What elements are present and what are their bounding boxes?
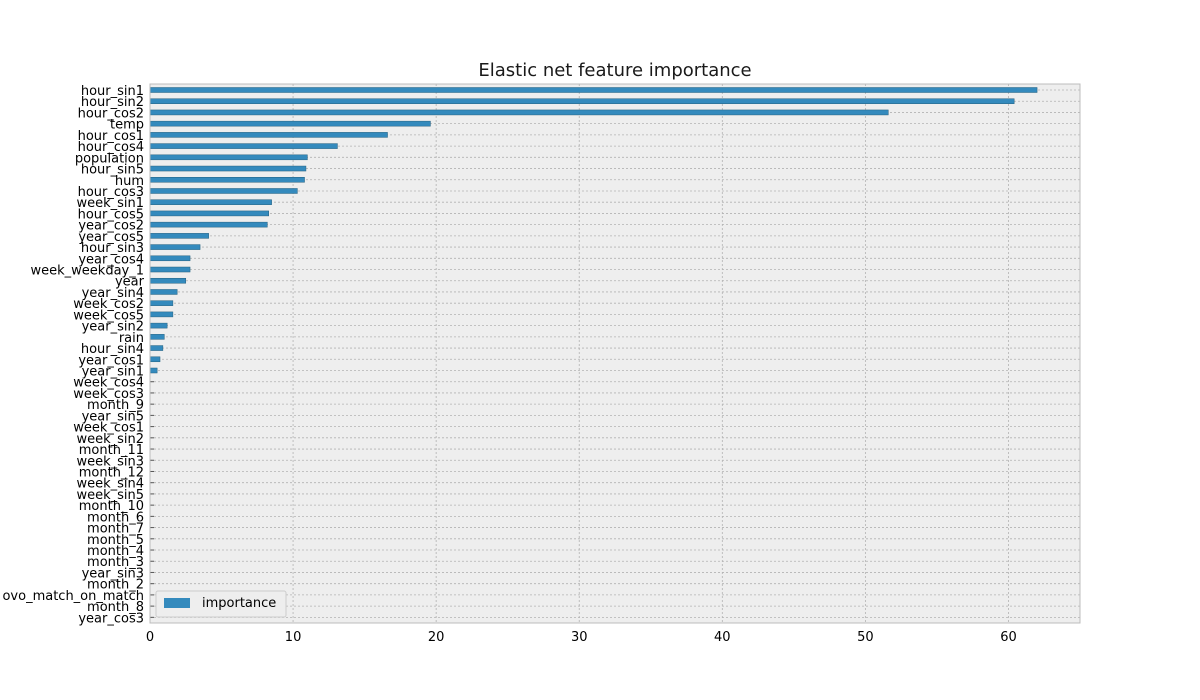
y-tick-label: hour_sin2 — [81, 95, 144, 110]
y-tick-label: year_sin3 — [82, 566, 144, 581]
y-tick-label: week_sin1 — [76, 196, 144, 211]
y-tick-label: week_sin3 — [76, 454, 144, 469]
y-tick-label: population — [75, 151, 144, 166]
y-tick-label: ovo_match_on_match — [2, 589, 144, 604]
legend-label: importance — [202, 596, 276, 611]
y-tick-label: temp — [110, 118, 144, 133]
bar — [149, 311, 174, 318]
x-tick-label: 30 — [571, 630, 588, 645]
legend: importance — [155, 590, 287, 618]
legend-box — [155, 590, 287, 618]
bar — [149, 221, 268, 228]
y-tick-label: year_cos5 — [78, 230, 144, 245]
bar — [149, 199, 272, 205]
x-tick-label: 0 — [146, 630, 154, 645]
x-tick-label: 60 — [1000, 630, 1017, 645]
bar — [149, 322, 168, 329]
y-tick-label: hour_sin3 — [81, 241, 144, 256]
y-tick-label: hour_cos4 — [78, 140, 144, 155]
y-tick-label: week_cos5 — [73, 308, 144, 323]
y-tick-label: year — [115, 275, 145, 290]
bars — [149, 87, 1038, 374]
y-tick-label: hour_cos2 — [78, 106, 144, 121]
bar — [149, 143, 338, 149]
bar — [149, 334, 165, 340]
y-tick-label: hour_sin1 — [81, 84, 144, 99]
chart-title: Elastic net feature importance — [478, 60, 751, 81]
y-tick-label: year_cos1 — [78, 353, 144, 368]
y-tick-labels: hour_sin1hour_sin2hour_cos2temphour_cos1… — [2, 84, 144, 626]
y-tick-label: month_9 — [87, 398, 144, 413]
x-tick-label: 10 — [285, 630, 302, 645]
y-tick-label: hour_sin5 — [81, 163, 144, 178]
bar — [149, 98, 1015, 104]
y-tick-label: week_weekday_1 — [31, 264, 145, 279]
x-tick-labels: 0 10 20 30 40 50 60 — [146, 630, 1017, 645]
y-tick-label: hour_cos1 — [78, 129, 144, 144]
bar — [149, 87, 1038, 93]
y-tick-label: week_cos1 — [73, 421, 144, 436]
y-tick-label: month_7 — [87, 522, 144, 537]
y-tick-label: week_sin5 — [76, 488, 144, 503]
y-tick-label: month_5 — [87, 533, 144, 548]
bar — [149, 356, 161, 363]
bar — [149, 210, 270, 217]
y-tick-label: week_cos4 — [73, 376, 144, 391]
y-tick-label: week_sin4 — [76, 477, 144, 492]
bar — [149, 345, 164, 351]
grid-lines — [149, 84, 1080, 623]
y-tick-label: hour_sin4 — [81, 342, 144, 357]
y-tick-label: year_cos3 — [78, 611, 144, 626]
bar — [149, 367, 158, 374]
bar — [149, 255, 191, 262]
y-tick-label: month_8 — [87, 600, 144, 615]
bar — [149, 177, 305, 183]
y-tick-label: hum — [115, 174, 144, 189]
y-tick-label: year_sin1 — [82, 365, 144, 380]
y-tick-label: year_cos2 — [78, 219, 144, 234]
y-tick-label: week_cos2 — [73, 297, 144, 312]
bar — [149, 244, 201, 250]
y-tick-label: year_sin2 — [82, 320, 144, 335]
bar — [149, 109, 889, 116]
y-tick-label: year_sin5 — [82, 409, 144, 424]
bar — [149, 277, 187, 284]
bar — [149, 132, 388, 138]
plot-area — [150, 84, 1080, 623]
y-tick-label: month_3 — [87, 555, 144, 570]
y-tick-label: year_cos4 — [78, 252, 144, 267]
y-tick-label: hour_cos3 — [78, 185, 144, 200]
y-tick-label: month_12 — [79, 465, 144, 480]
plot-frame — [149, 83, 1081, 624]
legend-swatch — [164, 598, 190, 608]
bar — [149, 233, 209, 239]
bar — [149, 120, 431, 127]
y-tick-label: hour_cos5 — [78, 207, 144, 222]
bar — [149, 266, 191, 273]
y-tick-label: month_10 — [79, 499, 144, 514]
x-tick-label: 20 — [428, 630, 445, 645]
bar — [149, 300, 174, 306]
y-tick-label: year_sin4 — [82, 286, 144, 301]
bar — [149, 188, 298, 194]
y-tick-label: rain — [119, 331, 144, 346]
x-tick-label: 50 — [857, 630, 874, 645]
x-tick-label: 40 — [714, 630, 731, 645]
y-tick-label: month_11 — [79, 443, 144, 458]
y-tick-label: month_4 — [87, 544, 144, 559]
y-tick-label: week_sin2 — [76, 432, 144, 447]
bar — [149, 289, 178, 295]
bar — [149, 165, 307, 172]
y-tick-label: month_6 — [87, 510, 144, 525]
bar — [149, 154, 308, 161]
y-tick-label: month_2 — [87, 578, 144, 593]
y-tick-label: week_cos3 — [73, 387, 144, 402]
